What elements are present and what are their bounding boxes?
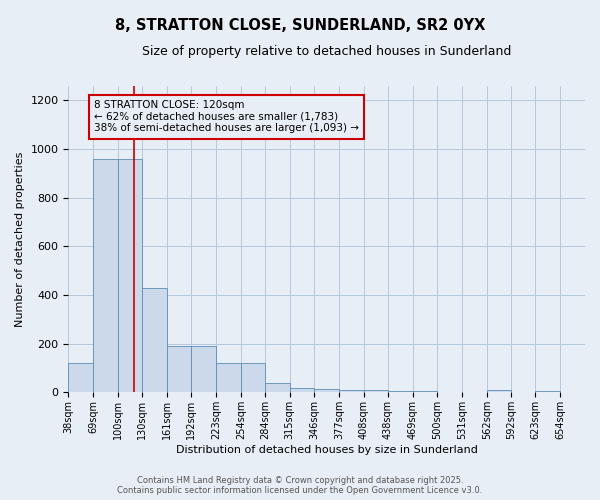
Bar (265, 382, 290, 392)
Bar (314, 389, 339, 392)
X-axis label: Distribution of detached houses by size in Sunderland: Distribution of detached houses by size … (176, 445, 478, 455)
Bar (413, 391, 437, 392)
Bar (290, 388, 314, 392)
Bar (364, 390, 388, 392)
Bar (241, 363, 265, 392)
Bar (535, 391, 560, 392)
Bar (167, 346, 191, 393)
Bar (339, 390, 364, 392)
Bar (216, 363, 241, 392)
Bar (142, 288, 167, 393)
Bar (487, 390, 511, 392)
Bar (118, 158, 142, 392)
Text: Contains HM Land Registry data © Crown copyright and database right 2025.
Contai: Contains HM Land Registry data © Crown c… (118, 476, 482, 495)
Title: Size of property relative to detached houses in Sunderland: Size of property relative to detached ho… (142, 45, 511, 58)
Text: 8 STRATTON CLOSE: 120sqm
← 62% of detached houses are smaller (1,783)
38% of sem: 8 STRATTON CLOSE: 120sqm ← 62% of detach… (94, 100, 359, 134)
Y-axis label: Number of detached properties: Number of detached properties (15, 152, 25, 326)
Bar (93, 158, 118, 392)
Bar (388, 391, 413, 392)
Text: 8, STRATTON CLOSE, SUNDERLAND, SR2 0YX: 8, STRATTON CLOSE, SUNDERLAND, SR2 0YX (115, 18, 485, 32)
Bar (68, 363, 93, 392)
Bar (191, 346, 216, 393)
